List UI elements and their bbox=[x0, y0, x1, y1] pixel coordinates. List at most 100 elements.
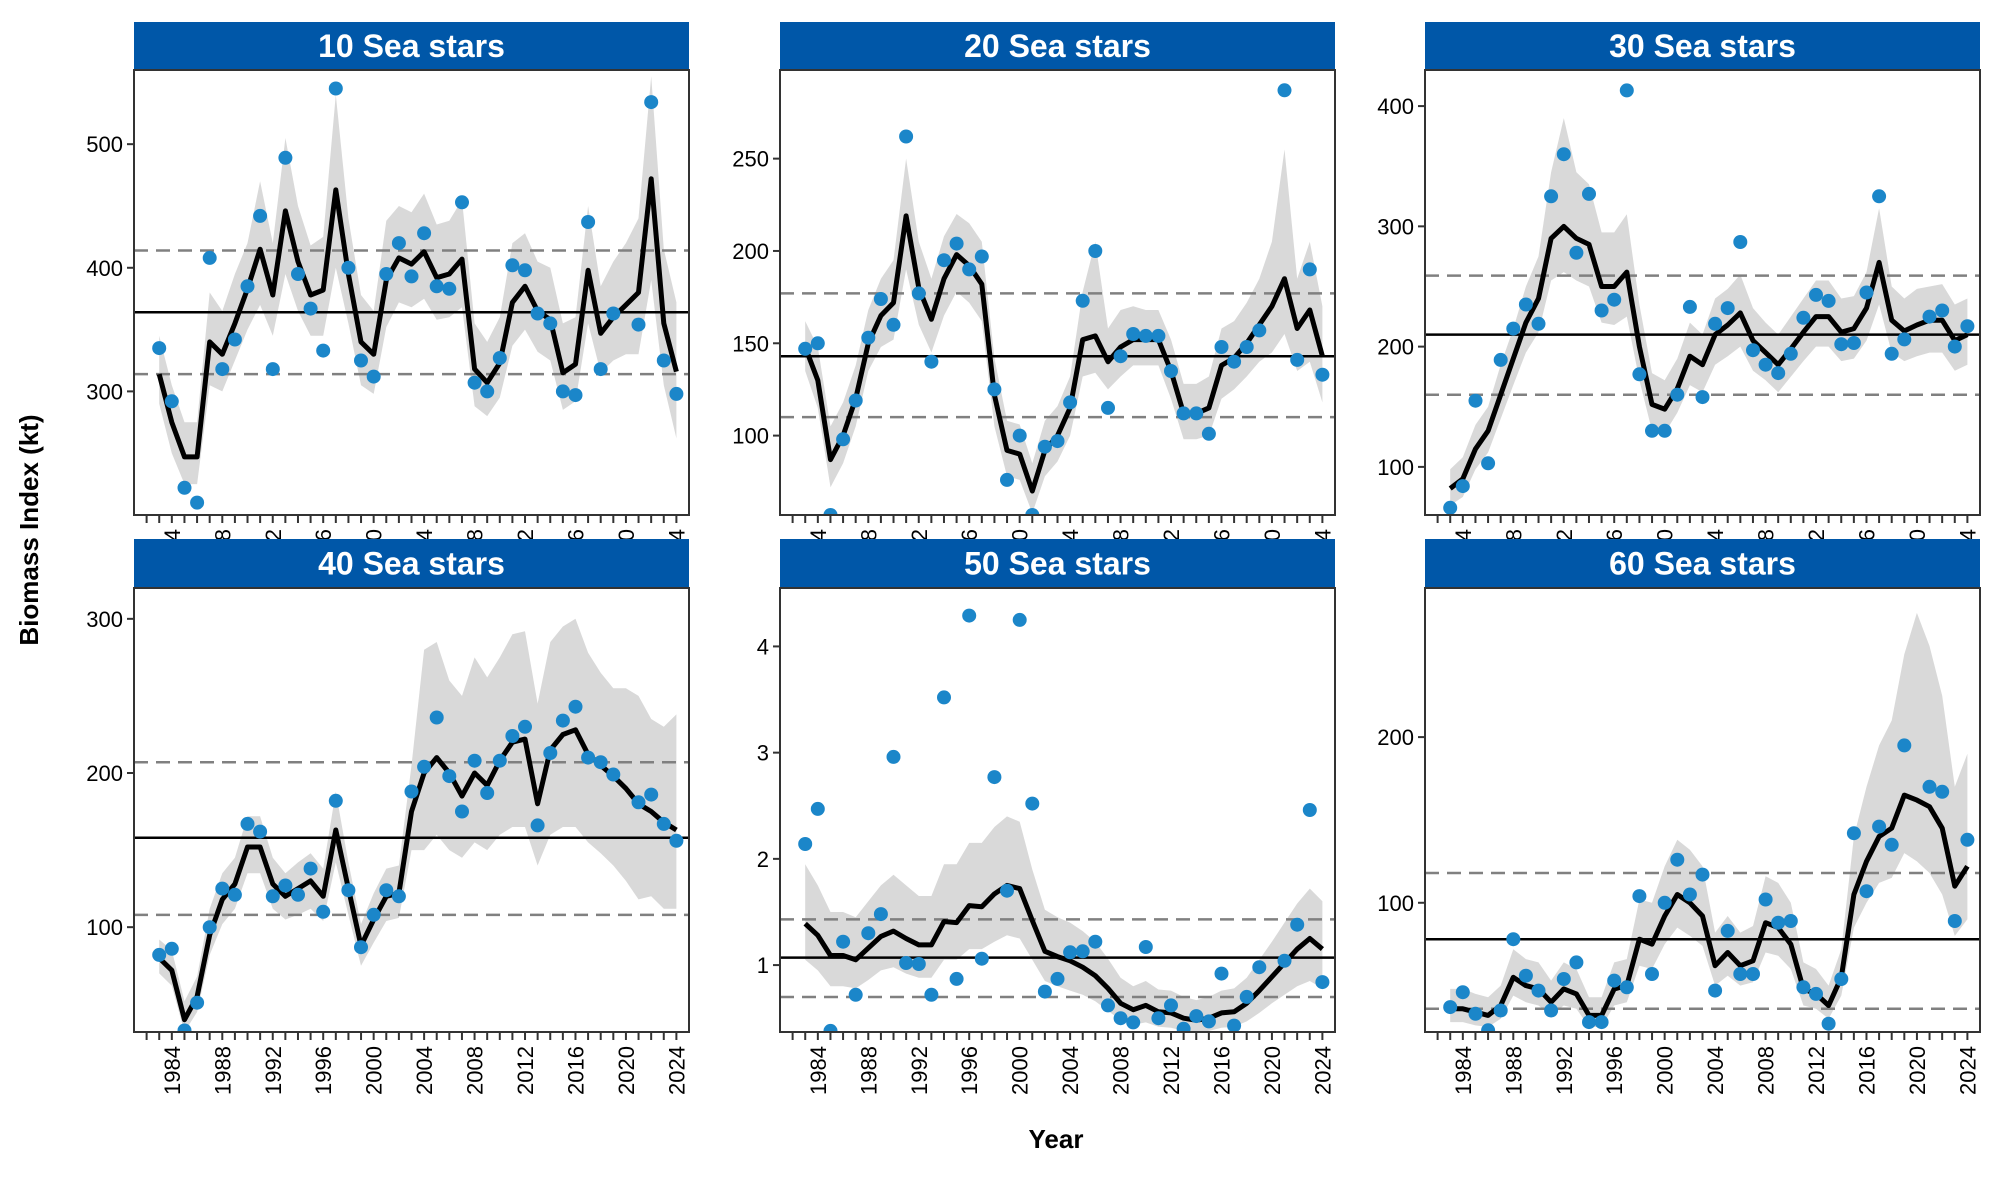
plot-area bbox=[780, 83, 1335, 515]
data-point bbox=[631, 317, 646, 332]
y-tick-label: 500 bbox=[86, 132, 123, 157]
data-point bbox=[1607, 292, 1622, 307]
data-point bbox=[1531, 983, 1546, 998]
data-point bbox=[1012, 428, 1027, 443]
data-point bbox=[1695, 390, 1710, 405]
data-point bbox=[316, 343, 331, 358]
data-point bbox=[937, 690, 951, 705]
data-point bbox=[379, 267, 394, 281]
panel-6: 60 Sea stars 100 200 1984 1988 1992 1996 2000 20… bbox=[1377, 539, 1981, 1095]
data-point bbox=[177, 1023, 192, 1032]
data-point bbox=[1783, 914, 1798, 928]
data-point bbox=[391, 236, 406, 251]
data-point bbox=[1897, 332, 1912, 347]
data-point bbox=[1506, 932, 1521, 947]
data-point bbox=[798, 341, 813, 356]
data-point bbox=[886, 317, 901, 332]
data-point bbox=[1771, 915, 1786, 930]
data-point bbox=[391, 889, 406, 904]
data-point bbox=[1455, 985, 1470, 1000]
x-tick-label: 2008 bbox=[1109, 1046, 1134, 1095]
data-point bbox=[1481, 456, 1496, 471]
data-point bbox=[1101, 998, 1115, 1013]
data-point bbox=[1859, 285, 1874, 300]
data-point bbox=[899, 956, 914, 970]
y-tick-label: 200 bbox=[1377, 335, 1414, 360]
data-point bbox=[555, 384, 570, 399]
fitted-line bbox=[803, 882, 1325, 1023]
data-point bbox=[1050, 971, 1065, 986]
data-point bbox=[278, 150, 293, 165]
panel-strip bbox=[1425, 22, 1980, 70]
data-point bbox=[1556, 972, 1571, 986]
data-point bbox=[1897, 738, 1912, 753]
data-point bbox=[848, 393, 863, 408]
data-point bbox=[1290, 352, 1305, 367]
data-point bbox=[823, 1023, 838, 1032]
data-point bbox=[417, 759, 432, 774]
data-point bbox=[1012, 612, 1027, 627]
data-point bbox=[492, 753, 507, 768]
data-point bbox=[303, 861, 318, 876]
data-point bbox=[1302, 262, 1317, 277]
data-point bbox=[404, 269, 419, 284]
data-point bbox=[987, 382, 1002, 397]
data-point bbox=[303, 301, 318, 316]
x-tick-label: 2012 bbox=[1159, 1046, 1184, 1095]
data-point bbox=[1037, 439, 1052, 454]
data-point bbox=[1037, 984, 1052, 999]
data-point bbox=[1708, 316, 1723, 331]
data-point bbox=[1214, 340, 1229, 354]
data-point bbox=[202, 920, 217, 935]
data-point bbox=[1582, 186, 1596, 201]
data-point bbox=[1088, 934, 1103, 949]
data-point bbox=[911, 286, 926, 301]
x-tick-label: 1984 bbox=[160, 1046, 185, 1095]
data-point bbox=[379, 883, 394, 898]
data-point bbox=[1164, 998, 1178, 1013]
data-point bbox=[861, 926, 876, 941]
x-tick-label: 1992 bbox=[907, 1046, 932, 1095]
panel-title: 10 Sea stars bbox=[318, 28, 505, 64]
data-point bbox=[798, 837, 813, 851]
x-tick-label: 2004 bbox=[1703, 1046, 1728, 1095]
data-point bbox=[1075, 293, 1090, 308]
confidence-ribbon bbox=[805, 816, 1323, 1032]
data-point bbox=[227, 332, 242, 347]
data-point bbox=[152, 947, 167, 962]
data-point bbox=[1821, 293, 1836, 308]
data-point bbox=[1113, 349, 1128, 364]
panel-strip bbox=[780, 22, 1335, 70]
data-point bbox=[1619, 83, 1634, 98]
data-point bbox=[631, 795, 646, 810]
data-point bbox=[555, 713, 570, 728]
x-tick-label: 2008 bbox=[1754, 1046, 1779, 1095]
y-tick-label: 150 bbox=[732, 331, 769, 356]
data-point bbox=[1025, 508, 1040, 515]
data-point bbox=[1682, 299, 1697, 314]
data-point bbox=[1935, 303, 1950, 318]
data-point bbox=[1594, 303, 1609, 318]
y-axis-title: Biomass Index (kt) bbox=[14, 414, 44, 645]
data-point bbox=[505, 258, 520, 273]
panel-3: 30 Sea stars1002003004001984198819921996… bbox=[1377, 22, 1981, 578]
data-point bbox=[1088, 244, 1103, 258]
data-point bbox=[962, 608, 977, 623]
data-point bbox=[265, 362, 280, 377]
data-point bbox=[316, 904, 331, 919]
data-point bbox=[1075, 944, 1090, 959]
data-point bbox=[328, 81, 343, 96]
data-point bbox=[1506, 321, 1521, 336]
fitted-line bbox=[1448, 223, 1969, 491]
data-point bbox=[530, 818, 545, 833]
data-point bbox=[1302, 803, 1317, 817]
x-tick-label: 2020 bbox=[1905, 1046, 1930, 1095]
data-point bbox=[1481, 1023, 1496, 1032]
data-point bbox=[1935, 784, 1950, 799]
data-point bbox=[1872, 819, 1887, 834]
data-point bbox=[1947, 339, 1962, 354]
x-tick-label: 2016 bbox=[1855, 1046, 1880, 1095]
x-tick-label: 2004 bbox=[412, 1046, 437, 1095]
x-tick-label: 2020 bbox=[1260, 1046, 1285, 1095]
plot-area bbox=[134, 618, 689, 1032]
